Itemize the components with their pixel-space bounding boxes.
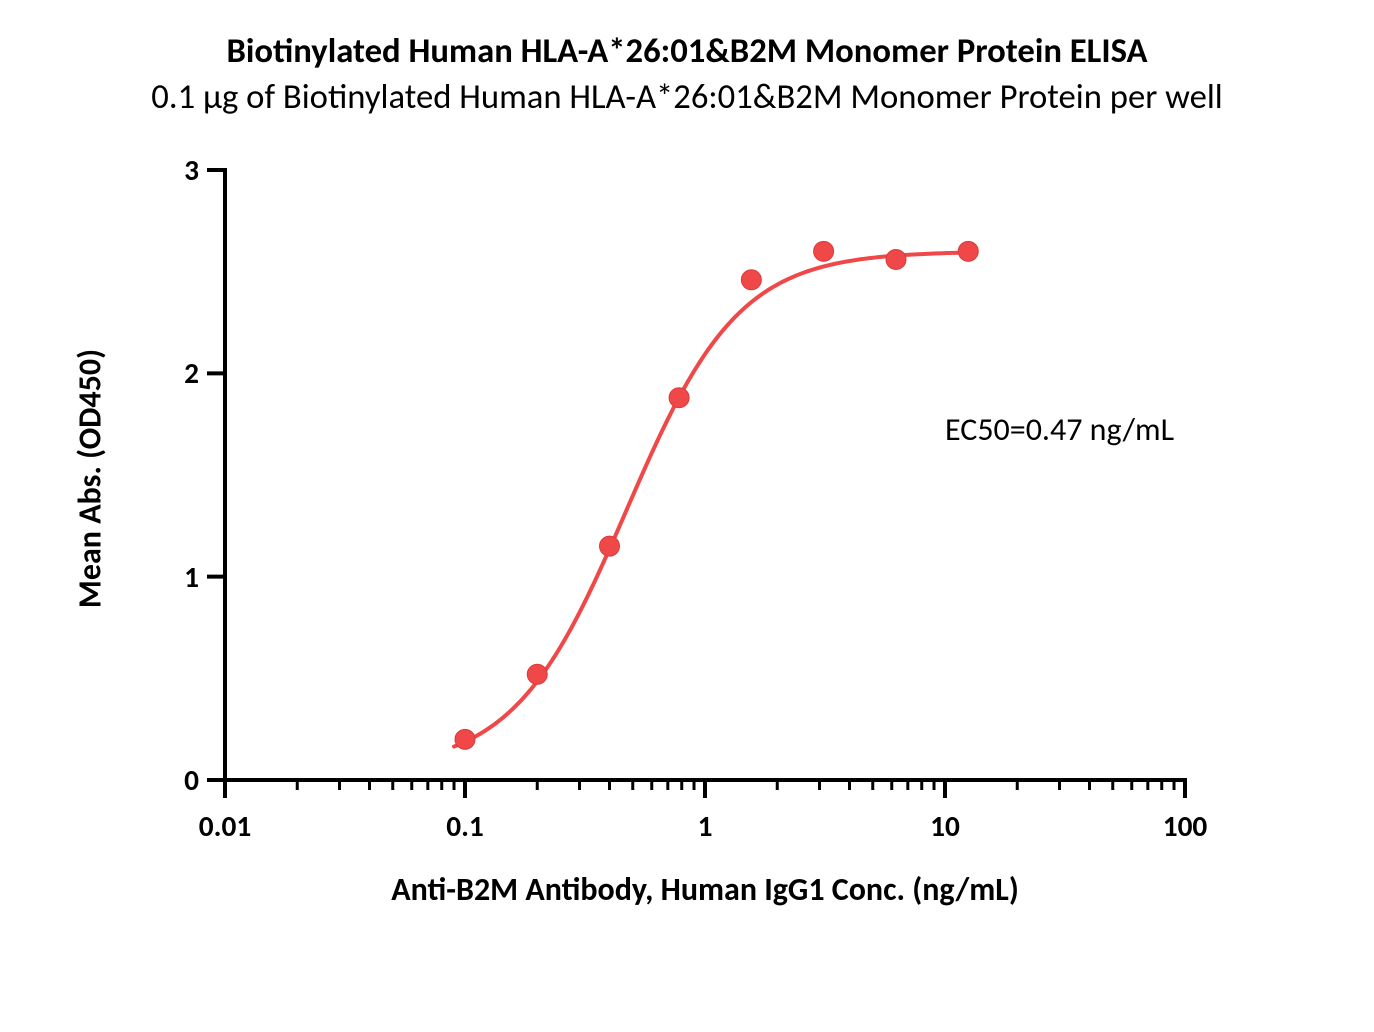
y-tick-label: 0 [184, 762, 199, 798]
x-tick-label: 0.1 [425, 808, 505, 844]
y-tick-label: 2 [184, 355, 199, 391]
chart-titles: Biotinylated Human HLA-A*26:01&B2M Monom… [0, 30, 1374, 118]
chart-subtitle: 0.1 μg of Biotinylated Human HLA-A*26:01… [0, 76, 1374, 118]
x-tick-label: 10 [905, 808, 985, 844]
chart-title: Biotinylated Human HLA-A*26:01&B2M Monom… [0, 30, 1374, 72]
x-tick-label: 0.01 [185, 808, 265, 844]
chart-container: Biotinylated Human HLA-A*26:01&B2M Monom… [0, 0, 1374, 1032]
y-tick-label: 1 [184, 559, 199, 595]
x-axis-label: Anti-B2M Antibody, Human IgG1 Conc. (ng/… [225, 870, 1185, 909]
elisa-chart-svg [225, 170, 1187, 782]
x-tick-label: 100 [1145, 808, 1225, 844]
y-tick-label: 3 [184, 152, 199, 188]
x-tick-label: 1 [665, 808, 745, 844]
y-axis-label: Mean Abs. (OD450) [71, 349, 110, 609]
